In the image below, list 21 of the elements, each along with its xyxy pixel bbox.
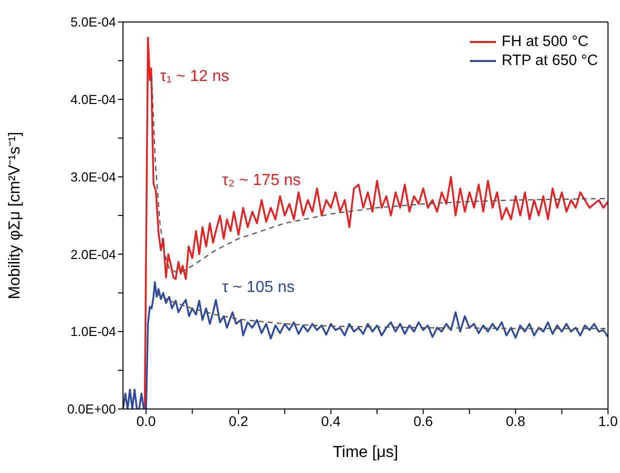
- annotation: τ₂ ~ 175 ns: [222, 172, 301, 190]
- y-tick-label: 4.0E-04: [70, 92, 116, 108]
- y-axis-title: Mobility φΣμ [cm²V⁻¹s⁻¹]: [6, 132, 24, 300]
- annotation: τ ~ 105 ns: [222, 279, 295, 297]
- y-tick-label: 0.0E+00: [67, 402, 116, 417]
- y-tick-label: 1.0E-04: [70, 324, 116, 340]
- legend-label: FH at 500 °C: [502, 32, 589, 51]
- x-axis-title: Time [μs]: [332, 444, 398, 461]
- x-tick-label: 0.4: [321, 412, 341, 429]
- x-tick-label: 0.0: [136, 412, 156, 429]
- x-tick-label: 1.0: [598, 412, 618, 429]
- y-tick-label: 5.0E-04: [70, 14, 116, 30]
- x-tick-label: 0.8: [506, 412, 526, 429]
- y-tick-label: 2.0E-04: [70, 246, 116, 262]
- annotation: τ₁ ~ 12 ns: [160, 68, 230, 86]
- x-tick-label: 0.2: [228, 412, 248, 429]
- legend-label: RTP at 650 °C: [502, 51, 598, 70]
- line-series: [144, 36, 608, 409]
- line-series: [154, 292, 608, 330]
- x-tick-label: 0.6: [414, 412, 434, 429]
- y-tick-label: 3.0E-04: [70, 169, 116, 184]
